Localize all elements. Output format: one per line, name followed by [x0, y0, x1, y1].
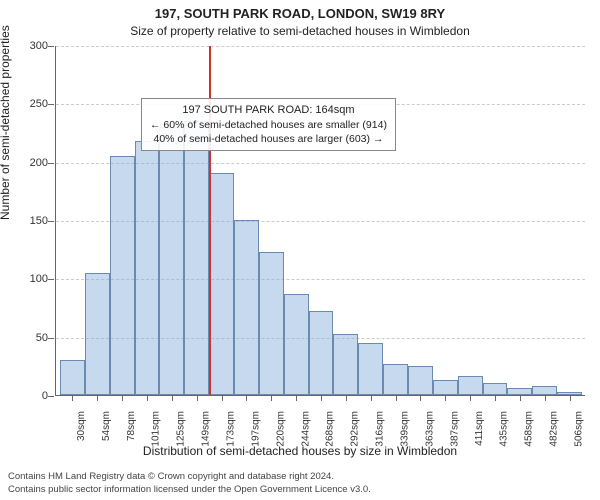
x-tick-label: 268sqm: [325, 411, 336, 447]
histogram-bar: [433, 380, 458, 395]
annotation-box: 197 SOUTH PARK ROAD: 164sqm ← 60% of sem…: [141, 98, 396, 151]
x-tick-label: 316sqm: [375, 411, 386, 447]
histogram-bar: [184, 121, 209, 395]
x-tick-label: 411sqm: [474, 411, 485, 446]
histogram-bar: [60, 360, 85, 395]
histogram-bar: [358, 343, 383, 396]
x-tick: [122, 395, 123, 401]
x-tick: [346, 395, 347, 401]
histogram-bar: [408, 366, 433, 395]
x-tick: [147, 395, 148, 401]
x-tick: [445, 395, 446, 401]
x-tick: [72, 395, 73, 401]
x-tick: [545, 395, 546, 401]
y-tick: [48, 279, 54, 280]
histogram-bar: [159, 127, 184, 395]
histogram-bar: [309, 311, 334, 395]
x-tick: [172, 395, 173, 401]
x-tick-label: 458sqm: [524, 411, 535, 447]
x-axis-label: Distribution of semi-detached houses by …: [0, 444, 600, 458]
x-tick: [246, 395, 247, 401]
histogram-bar: [135, 141, 160, 395]
x-tick-label: 363sqm: [424, 411, 435, 447]
histogram-bar: [85, 273, 110, 396]
x-tick: [222, 395, 223, 401]
annotation-line-1: 197 SOUTH PARK ROAD: 164sqm: [150, 103, 387, 118]
x-tick: [296, 395, 297, 401]
x-tick-label: 78sqm: [126, 411, 137, 441]
histogram-bar: [483, 383, 508, 395]
x-tick: [470, 395, 471, 401]
histogram-bar: [507, 388, 532, 395]
x-tick-label: 197sqm: [250, 411, 261, 447]
y-tick: [48, 396, 54, 397]
histogram-bar: [532, 386, 557, 395]
x-tick-label: 292sqm: [350, 411, 361, 447]
x-tick: [520, 395, 521, 401]
chart-container: 197, SOUTH PARK ROAD, LONDON, SW19 8RY S…: [0, 0, 600, 500]
footer-line-1: Contains HM Land Registry data © Crown c…: [8, 471, 592, 483]
y-tick: [48, 163, 54, 164]
annotation-line-2: ← 60% of semi-detached houses are smalle…: [150, 118, 387, 132]
x-tick: [396, 395, 397, 401]
y-tick: [48, 338, 54, 339]
histogram-bar: [234, 220, 259, 395]
y-tick-label: 0: [8, 390, 48, 402]
footer-attribution: Contains HM Land Registry data © Crown c…: [8, 471, 592, 496]
x-tick-label: 339sqm: [400, 411, 411, 447]
x-tick: [271, 395, 272, 401]
gridline: [56, 46, 585, 47]
y-tick-label: 50: [8, 332, 48, 344]
x-tick-label: 125sqm: [176, 411, 187, 447]
x-tick-label: 149sqm: [201, 411, 212, 447]
histogram-bar: [333, 334, 358, 395]
y-tick-label: 100: [8, 273, 48, 285]
histogram-bar: [209, 173, 234, 395]
y-tick: [48, 104, 54, 105]
x-tick: [321, 395, 322, 401]
histogram-bar: [259, 252, 284, 396]
y-tick: [48, 221, 54, 222]
chart-subtitle: Size of property relative to semi-detach…: [0, 24, 600, 38]
x-tick-label: 435sqm: [499, 411, 510, 447]
x-tick: [371, 395, 372, 401]
x-tick: [495, 395, 496, 401]
y-axis-label: Number of semi-detached properties: [0, 25, 12, 220]
x-tick-label: 482sqm: [549, 411, 560, 447]
x-tick: [570, 395, 571, 401]
footer-line-2: Contains public sector information licen…: [8, 484, 592, 496]
x-tick-label: 506sqm: [574, 411, 585, 447]
x-tick-label: 54sqm: [101, 411, 112, 441]
x-tick-label: 101sqm: [151, 411, 162, 447]
x-tick-label: 173sqm: [226, 411, 237, 447]
x-tick-label: 387sqm: [449, 411, 460, 447]
x-tick: [197, 395, 198, 401]
histogram-bar: [284, 294, 309, 396]
x-tick: [420, 395, 421, 401]
y-tick-label: 300: [8, 40, 48, 52]
y-tick: [48, 46, 54, 47]
x-tick-label: 220sqm: [275, 411, 286, 447]
y-tick-label: 250: [8, 98, 48, 110]
x-tick-label: 244sqm: [300, 411, 311, 447]
histogram-bar: [110, 156, 135, 395]
annotation-line-3: 40% of semi-detached houses are larger (…: [150, 132, 387, 146]
histogram-bar: [458, 376, 483, 395]
y-tick-label: 200: [8, 157, 48, 169]
y-tick-label: 150: [8, 215, 48, 227]
x-tick: [97, 395, 98, 401]
plot-area: 30sqm54sqm78sqm101sqm125sqm149sqm173sqm1…: [55, 46, 585, 396]
chart-title: 197, SOUTH PARK ROAD, LONDON, SW19 8RY: [0, 6, 600, 21]
histogram-bar: [383, 364, 408, 396]
x-tick-label: 30sqm: [76, 411, 87, 441]
